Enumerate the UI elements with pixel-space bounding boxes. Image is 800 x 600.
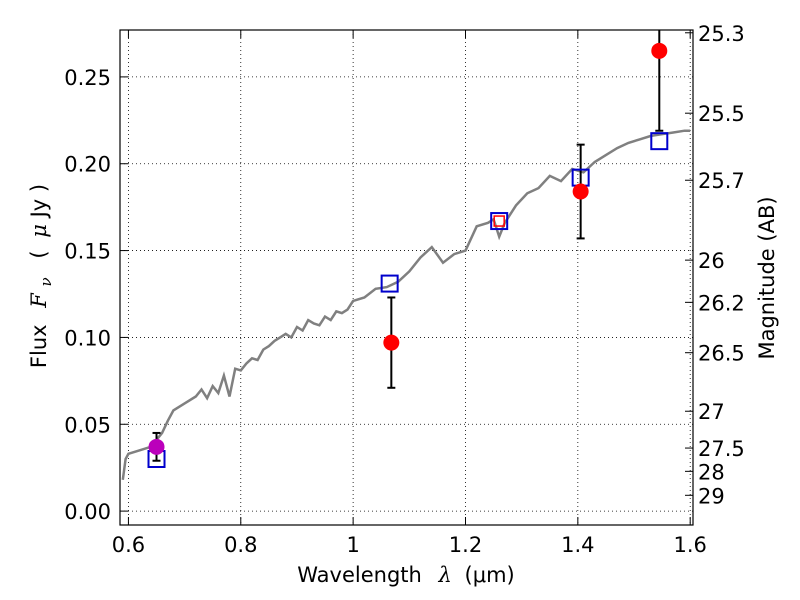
x-tick-label: 0.8 [224, 533, 257, 557]
y-tick-label: 0.05 [64, 413, 111, 437]
x-tick-label: 1.2 [449, 533, 482, 557]
y2-tick-label: 27 [698, 400, 725, 424]
circle-marker [572, 183, 589, 200]
circle-marker [651, 42, 668, 59]
x-tick-label: 0.6 [112, 533, 145, 557]
y2-tick-label: 27.5 [698, 437, 745, 461]
x-axis-unit: (μm) [465, 563, 515, 587]
square-marker [493, 215, 505, 227]
circle-marker [148, 438, 165, 455]
square-marker [490, 212, 509, 231]
model-spectrum [121, 129, 691, 480]
x-axis-title: Wavelength λ (μm) [297, 563, 514, 587]
x-tick-label: 1 [346, 533, 359, 557]
y2-tick-label: 26.2 [698, 291, 745, 315]
y-tick-label: 0.10 [64, 326, 111, 350]
y-axis-symbol: F [27, 292, 51, 309]
axis-ticks: 0.6 0.8 1 1.2 1.4 1.6 0.00 0.05 0.10 0.15 0.20 0.25… [64, 22, 745, 557]
y2-tick-label: 26.5 [698, 342, 745, 366]
y-axis-title: Flux F ν ( μ Jy ) [27, 184, 56, 368]
y2-tick-label: 25.5 [698, 102, 745, 126]
y-tick-label: 0.20 [64, 153, 111, 177]
grid [120, 30, 693, 525]
y2-tick-label: 28 [698, 460, 725, 484]
x-tick-label: 1.6 [673, 533, 706, 557]
y2-tick-label: 25.7 [698, 169, 745, 193]
y-tick-label: 0.00 [64, 500, 111, 524]
y-tick-label: 0.15 [64, 240, 111, 264]
x-axis-symbol: λ [438, 563, 452, 587]
y-axis-unit-rest: Jy ) [27, 184, 51, 220]
square-marker [650, 132, 669, 151]
y-axis-unit-open: ( [27, 250, 51, 258]
y-tick-label: 0.25 [64, 66, 111, 90]
circle-marker [383, 334, 400, 351]
y-axis-unit-mu: μ [27, 224, 51, 238]
y2-tick-label: 29 [698, 484, 725, 508]
y2-tick-label: 25.3 [698, 22, 745, 46]
plot-frame [119, 29, 694, 526]
data-points [147, 42, 669, 468]
y2-axis-title: Magnitude (AB) [755, 196, 779, 359]
y2-tick-label: 26 [698, 249, 725, 273]
model-spectrum-line [121, 129, 691, 480]
square-marker [380, 274, 399, 293]
x-tick-label: 1.4 [561, 533, 594, 557]
y-axis-label: Flux [27, 324, 51, 368]
x-axis-label: Wavelength [297, 563, 422, 587]
y-axis-symbol-subscript: ν [37, 277, 55, 286]
